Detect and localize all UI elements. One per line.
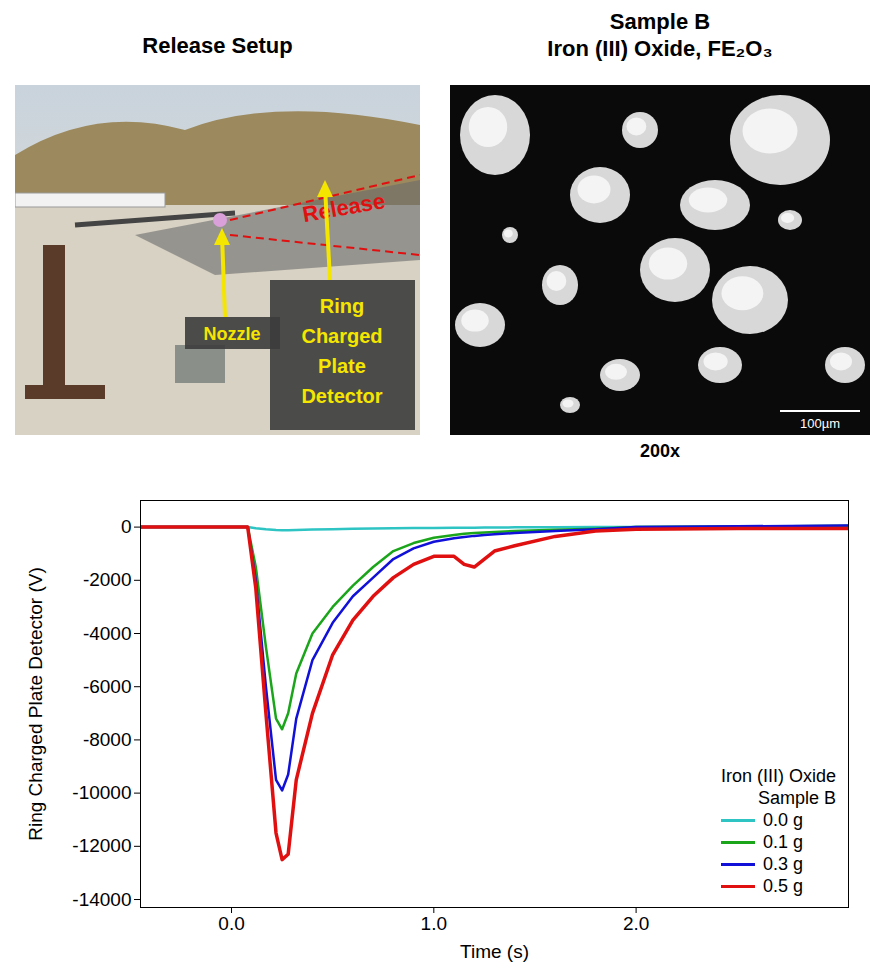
svg-text:-2000: -2000 [83, 569, 132, 590]
svg-text:Charged: Charged [301, 325, 382, 347]
html-text:Iron (III) Oxide: Iron (III) Oxide [721, 766, 836, 786]
svg-text:Plate: Plate [318, 355, 366, 377]
svg-text:100µm: 100µm [800, 416, 840, 431]
svg-text:Nozzle: Nozzle [203, 324, 260, 344]
svg-text:Time (s): Time (s) [460, 941, 529, 962]
svg-text:-4000: -4000 [83, 623, 132, 644]
svg-text:Ring Charged Plate Detector (V: Ring Charged Plate Detector (V) [25, 567, 46, 841]
html-text:0.1 g: 0.1 g [763, 832, 803, 852]
svg-text:-8000: -8000 [83, 729, 132, 750]
html-text:Release Setup: Release Setup [142, 33, 293, 58]
html-text:0.5 g: 0.5 g [763, 876, 803, 896]
svg-text:1.0: 1.0 [421, 913, 447, 934]
svg-text:Release: Release [301, 188, 387, 227]
html-text:Sample B: Sample B [609, 9, 711, 34]
html-text:200x: 200x [640, 441, 680, 461]
svg-text:-12000: -12000 [72, 835, 131, 856]
svg-text:Detector: Detector [301, 385, 382, 407]
html-text:Iron (III) Oxide, FE₂O₃: Iron (III) Oxide, FE₂O₃ [547, 36, 773, 61]
html-text:0.0 g: 0.0 g [763, 810, 803, 830]
svg-text:0.0: 0.0 [218, 913, 244, 934]
svg-text:2.0: 2.0 [623, 913, 649, 934]
html-text:0.3 g: 0.3 g [763, 854, 803, 874]
svg-text:-14000: -14000 [72, 889, 131, 910]
svg-text:0: 0 [121, 516, 132, 537]
html-text:Sample B: Sample B [758, 788, 836, 808]
svg-text:-6000: -6000 [83, 676, 132, 697]
svg-text:-10000: -10000 [72, 782, 131, 803]
svg-text:Ring: Ring [320, 295, 364, 317]
